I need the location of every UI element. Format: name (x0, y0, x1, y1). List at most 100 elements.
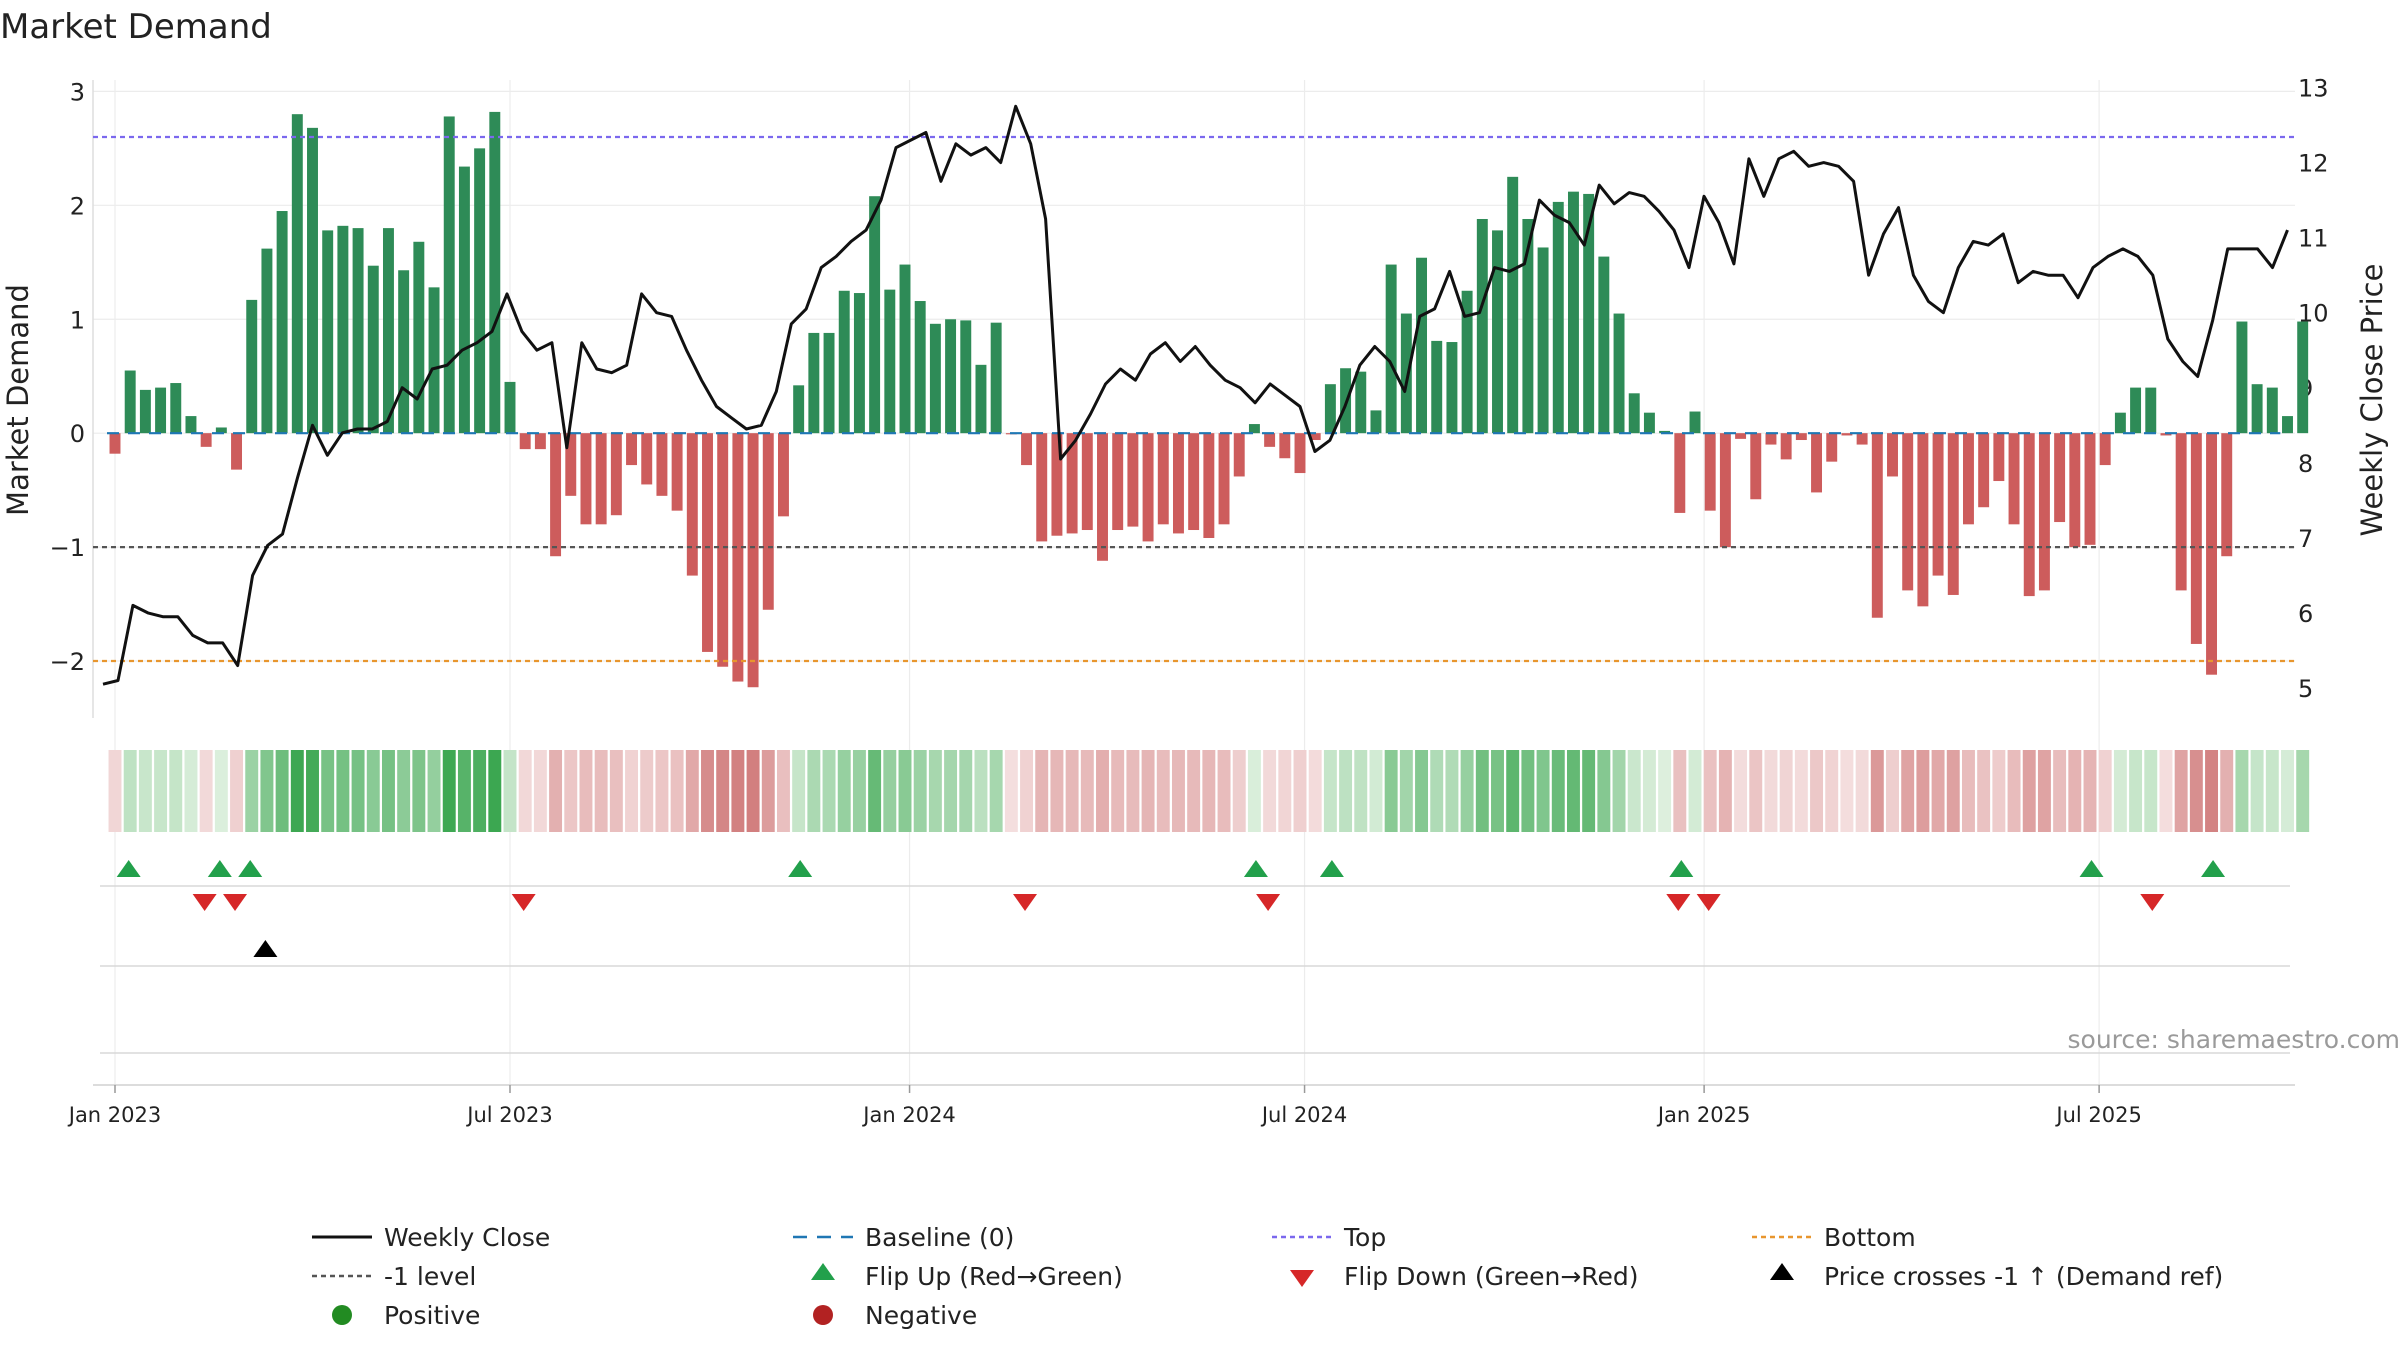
heat-strip-cell (2022, 750, 2036, 832)
heat-strip-cell (1946, 750, 1960, 832)
flip-up-marker (1669, 860, 1694, 877)
demand-bar (1917, 433, 1929, 607)
heat-strip-cell (1126, 750, 1140, 832)
heat-strip-cell (1171, 750, 1185, 832)
heat-strip-cell (776, 750, 790, 832)
demand-bar (1172, 433, 1184, 534)
flip-down-marker (1666, 894, 1691, 911)
legend-marker-negative (813, 1305, 833, 1325)
heat-strip-cell (1931, 750, 1945, 832)
demand-bar (793, 385, 805, 434)
demand-bar (1188, 433, 1200, 531)
x-tick-label: Jan 2024 (861, 1103, 956, 1127)
flip-up-marker (238, 860, 263, 877)
heat-strip-cell (503, 750, 517, 832)
demand-bar (1127, 433, 1139, 527)
demand-bar (1750, 433, 1762, 500)
demand-bar (1598, 256, 1610, 434)
demand-bar (170, 383, 182, 434)
heat-strip-cell (594, 750, 608, 832)
heat-strip-cell (290, 750, 304, 832)
heat-strip-cell (1156, 750, 1170, 832)
heat-strip-cell (2220, 750, 2234, 832)
heat-strip-cell (731, 750, 745, 832)
heat-strip-cell (579, 750, 593, 832)
legend-label: Bottom (1824, 1223, 1916, 1252)
demand-bar (1233, 433, 1245, 477)
demand-bar (777, 433, 789, 517)
demand-bar (504, 381, 516, 434)
heat-strip-cell (518, 750, 532, 832)
heat-strip-cell (1004, 750, 1018, 832)
demand-bar (1902, 433, 1914, 591)
heat-strip-cell (427, 750, 441, 832)
demand-bar (1370, 410, 1382, 434)
heat-strip-cell (1734, 750, 1748, 832)
demand-bar (2023, 433, 2035, 597)
demand-bar (1887, 433, 1898, 477)
heat-strip-cell (1870, 750, 1884, 832)
legend-marker-positive (332, 1305, 352, 1325)
heat-strip-cell (670, 750, 684, 832)
legend-marker-price-cross (1770, 1263, 1794, 1280)
demand-bar (1309, 433, 1321, 441)
heat-strip-cell (1217, 750, 1231, 832)
demand-bar (1765, 433, 1777, 445)
demand-bar (2160, 433, 2172, 436)
heat-strip-cell (1491, 750, 1504, 832)
heat-strip-cell (549, 750, 563, 832)
heat-strip-cell (1642, 750, 1656, 832)
heat-strip-cell (1293, 750, 1307, 832)
demand-bar (1780, 433, 1792, 460)
heat-strip-cell (761, 750, 775, 832)
demand-bar (565, 433, 577, 496)
demand-bar (2145, 387, 2157, 434)
demand-bar (200, 433, 212, 447)
demand-bar (1871, 433, 1883, 618)
legend-label: Flip Up (Red→Green) (865, 1262, 1123, 1291)
heat-strip-cell (1810, 750, 1824, 832)
source-note: source: sharemaestro.com (2068, 1025, 2400, 1054)
heat-strip-cell (1399, 750, 1413, 832)
heat-strip-cell (2053, 750, 2067, 832)
demand-bar (1826, 433, 1838, 462)
legend-label: Baseline (0) (865, 1223, 1014, 1252)
heat-strip-cell (108, 750, 122, 832)
demand-bar (1811, 433, 1823, 493)
demand-bar (823, 332, 835, 434)
demand-bar (337, 225, 349, 434)
heat-strip-cell (230, 750, 244, 832)
demand-bar (2069, 433, 2081, 548)
flip-up-marker (207, 860, 232, 877)
heat-strip-cell (1263, 750, 1277, 832)
flip-up-marker (1319, 860, 1344, 877)
demand-bar (1385, 264, 1397, 434)
demand-bar (2130, 387, 2142, 434)
demand-bar (2206, 433, 2218, 675)
y-axis-label: Market Demand (1, 284, 35, 516)
heat-strip-cell (1536, 750, 1550, 832)
flip-down-marker (1256, 894, 1281, 911)
heat-strip-cell (1020, 750, 1034, 832)
demand-bar (398, 270, 410, 434)
demand-bar (1978, 433, 1990, 508)
legend-label: Negative (865, 1301, 977, 1330)
heat-strip-cell (2205, 750, 2219, 832)
legend-label: Weekly Close (384, 1223, 550, 1252)
demand-bar (1446, 342, 1458, 434)
demand-bar (1507, 176, 1519, 434)
heat-strip-cell (1688, 750, 1702, 832)
demand-bar (1248, 424, 1260, 434)
demand-bar (519, 433, 531, 450)
heat-strip-cell (868, 750, 882, 832)
heat-strip-cell (2037, 750, 2051, 832)
demand-bar (1431, 340, 1443, 434)
heat-strip-cell (1521, 750, 1535, 832)
demand-bar (1112, 433, 1124, 531)
demand-bar (1993, 433, 2005, 482)
demand-bar (610, 433, 622, 516)
y-tick-label: 3 (70, 78, 85, 106)
demand-bar (1021, 433, 1033, 466)
demand-bar (1051, 433, 1063, 536)
